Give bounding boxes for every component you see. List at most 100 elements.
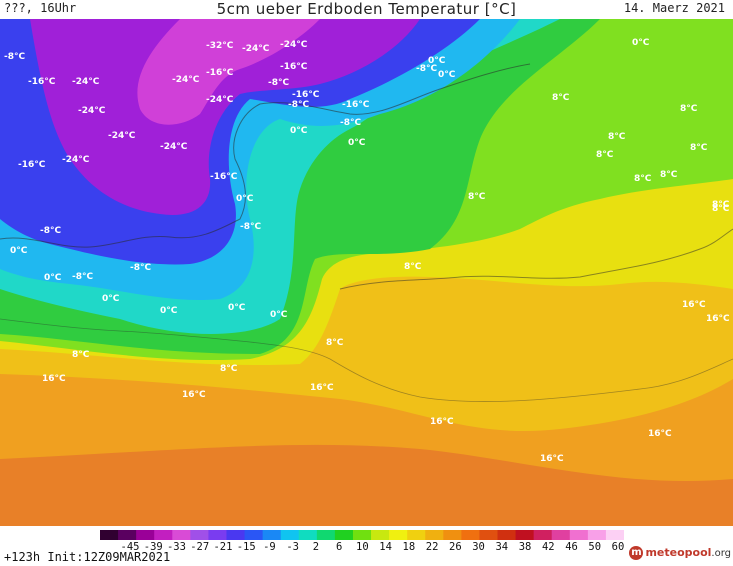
temperature-label: 0°C [270, 310, 288, 320]
temperature-label: 8°C [660, 170, 678, 180]
temperature-label: 16°C [540, 454, 564, 464]
scale-swatch [118, 530, 137, 540]
temperature-label: -16°C [292, 90, 320, 100]
temperature-label: 8°C [220, 364, 238, 374]
scale-tick-label: -9 [263, 541, 276, 553]
temperature-label: 0°C [160, 306, 178, 316]
temperature-label: -24°C [62, 155, 90, 165]
coastline-coast [0, 318, 733, 402]
temperature-label: 8°C [608, 132, 626, 142]
scale-tick-label: -27 [190, 541, 210, 553]
scale-tick-label: 14 [379, 541, 392, 553]
temperature-label: -16°C [210, 172, 238, 182]
temperature-label: 0°C [236, 194, 254, 204]
scale-swatch [371, 530, 390, 540]
temperature-label: 8°C [468, 192, 486, 202]
coastline-south [339, 228, 733, 290]
logo-icon: m [629, 546, 644, 560]
temperature-label: 0°C [438, 70, 456, 80]
scale-tick-label: 46 [565, 541, 578, 553]
scale-swatch [425, 530, 444, 540]
scale-swatch [587, 530, 607, 540]
temperature-label: -16°C [206, 68, 234, 78]
coastline-north [0, 63, 531, 248]
scale-swatch [569, 530, 589, 540]
map-footer: -45 -39 -33 -27 -21 -15 -9 -3 2 6 10 14 18 22 26 30 34 38… [0, 526, 733, 566]
scale-tick-label: 10 [356, 541, 369, 553]
scale-tick-label: 60 [611, 541, 625, 553]
temperature-map: -8°C -16°C -24°C -24°C -16°C -24°C -8°C -8°C -8°… [0, 19, 733, 526]
temperature-label: -24°C [242, 44, 270, 54]
temperature-label: 8°C [326, 338, 344, 348]
temperature-label: 8°C [634, 174, 652, 184]
scale-tick-label: -33 [166, 541, 186, 553]
logo-domain: .org [711, 548, 731, 559]
temperature-label: 16°C [648, 429, 672, 439]
scale-swatch [443, 530, 462, 540]
temperature-label: 0°C [44, 273, 62, 283]
scale-swatch [479, 530, 499, 540]
scale-swatch [497, 530, 517, 540]
temperature-label: -24°C [172, 75, 200, 85]
temperature-label: 0°C [348, 138, 366, 148]
scale-tick-label: 50 [588, 541, 602, 553]
temperature-label: 16°C [310, 383, 334, 393]
scale-swatch [533, 530, 553, 540]
temperature-label: -32°C [206, 41, 234, 51]
scale-swatch [352, 530, 372, 540]
temperature-label: -8°C [416, 64, 437, 74]
scale-swatch [136, 530, 155, 540]
scale-swatch [461, 530, 480, 540]
temperature-label: -16°C [280, 62, 308, 72]
scale-tick-label: -39 [143, 541, 163, 553]
color-scale-bar [100, 530, 624, 540]
scale-swatch [244, 530, 264, 540]
temperature-label: -16°C [18, 160, 46, 170]
temperature-label: -24°C [72, 77, 100, 87]
temperature-label: 8°C [72, 350, 90, 360]
temperature-label: -8°C [72, 272, 93, 282]
scale-swatch [605, 530, 624, 540]
temperature-label: -24°C [78, 106, 106, 116]
temperature-label: 16°C [182, 390, 206, 400]
temperature-label: -16°C [28, 77, 56, 87]
scale-swatch [316, 530, 336, 540]
temperature-label: -24°C [280, 40, 308, 50]
temperature-label: 0°C [428, 56, 446, 66]
forecast-day-label: ???, 16Uhr [4, 1, 77, 15]
temperature-label: 8°C [690, 143, 708, 153]
temperature-label: -8°C [4, 52, 25, 62]
temperature-label: 0°C [228, 303, 246, 313]
temperature-label: -16°C [342, 100, 370, 110]
scale-swatch [515, 530, 535, 540]
scale-swatch [551, 530, 571, 540]
map-header: ???, 16Uhr 5cm ueber Erdboden Temperatur… [0, 0, 733, 20]
scale-swatch [190, 530, 209, 540]
temperature-label: 8°C [404, 262, 422, 272]
deep-cold-zone [30, 19, 420, 215]
scale-swatch [100, 530, 119, 540]
scale-tick-label: 18 [402, 541, 416, 553]
scale-swatch [226, 530, 246, 540]
scale-tick-label: 34 [495, 541, 509, 553]
temperature-label: 16°C [706, 314, 730, 324]
scale-tick-label: 38 [518, 541, 532, 553]
temperature-label: -24°C [108, 131, 136, 141]
scale-swatch [154, 530, 173, 540]
scale-tick-label: 42 [541, 541, 555, 553]
scale-tick-label: 22 [425, 541, 439, 553]
scale-swatch [172, 530, 191, 540]
scale-tick-label: -15 [236, 541, 256, 553]
scale-tick-label: -3 [286, 541, 299, 553]
temperature-label: 0°C [290, 126, 308, 136]
temperature-label: -8°C [40, 226, 61, 236]
temperature-label: 8°C [552, 93, 570, 103]
temperature-label: 0°C [10, 246, 28, 256]
scale-tick-label: -45 [120, 541, 140, 553]
temperature-label: -8°C [268, 78, 289, 88]
temperature-label: 16°C [430, 417, 454, 427]
scale-swatch [262, 530, 282, 540]
logo-text: meteopool [645, 546, 712, 559]
scale-swatch [407, 530, 426, 540]
temperature-label: -8°C [130, 263, 151, 273]
